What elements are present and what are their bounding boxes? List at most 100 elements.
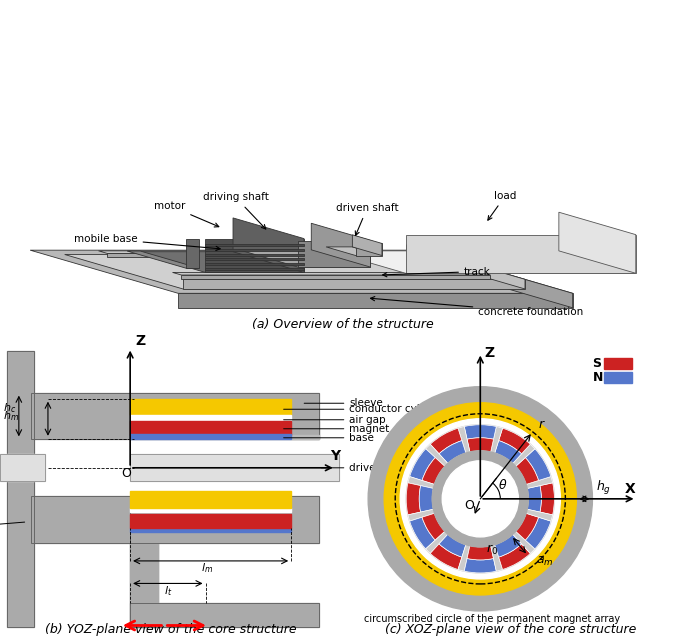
Text: $h_g$: $h_g$ [597,479,612,497]
Bar [130,497,319,543]
Wedge shape [516,458,538,484]
Wedge shape [467,546,493,560]
Bar [7,351,34,627]
Polygon shape [206,268,304,270]
Text: mobile base: mobile base [74,234,220,250]
Bar [31,393,130,439]
Bar [130,508,291,512]
Bar [130,434,291,439]
Wedge shape [422,513,445,540]
Circle shape [432,450,528,547]
Wedge shape [422,458,445,484]
Text: (b) YOZ-plane view of the core structure: (b) YOZ-plane view of the core structure [45,623,297,636]
Text: $l_t$: $l_t$ [164,584,172,597]
Text: concrete foundation: concrete foundation [371,296,584,317]
Wedge shape [526,509,553,521]
Text: base: base [284,433,374,443]
Bar [31,497,130,543]
Bar [31,497,130,543]
Wedge shape [540,483,554,515]
Polygon shape [425,250,573,308]
Wedge shape [464,425,497,439]
Polygon shape [183,279,525,289]
Circle shape [400,419,560,579]
Bar [130,454,339,481]
Text: (a) Overview of the structure: (a) Overview of the structure [251,318,434,331]
Wedge shape [410,517,435,549]
Bar [130,543,158,627]
Wedge shape [490,544,503,571]
Polygon shape [206,263,304,265]
Polygon shape [134,252,304,272]
Polygon shape [406,235,636,273]
Text: Z: Z [135,334,145,348]
Text: r: r [538,418,544,431]
Text: $r_0$: $r_0$ [486,543,499,557]
Wedge shape [513,531,535,553]
Bar [130,497,319,543]
Polygon shape [407,245,525,289]
Wedge shape [525,449,551,481]
Bar [130,454,339,481]
Text: magnet: magnet [284,424,390,434]
Text: driven shaft: driven shaft [336,203,399,235]
Bar [130,528,291,532]
Wedge shape [467,438,493,452]
Wedge shape [499,428,530,454]
Wedge shape [425,444,448,466]
Wedge shape [439,441,466,463]
Text: $h_c$: $h_c$ [3,401,16,415]
Polygon shape [329,251,636,273]
Polygon shape [173,272,490,275]
Bar [0,454,45,481]
Wedge shape [499,544,530,569]
Wedge shape [408,509,434,521]
Wedge shape [490,426,503,453]
Circle shape [443,461,519,537]
Text: O: O [121,467,132,480]
Wedge shape [410,449,435,481]
Bar [130,514,291,528]
Polygon shape [206,258,304,260]
Text: air gap: air gap [284,415,386,425]
Polygon shape [326,247,382,256]
Text: X: X [625,482,635,496]
Polygon shape [186,239,199,268]
Polygon shape [178,293,573,308]
Bar [604,372,632,383]
Wedge shape [425,531,448,553]
Text: conductor cylinder: conductor cylinder [284,404,447,414]
Polygon shape [108,254,416,257]
Polygon shape [352,235,382,256]
Polygon shape [182,275,490,279]
Text: driven shaft: driven shaft [321,463,412,473]
Text: $h_m$: $h_m$ [3,409,19,422]
Wedge shape [527,486,541,512]
Circle shape [384,403,576,595]
Wedge shape [430,544,462,569]
Text: driving shaft: driving shaft [0,522,25,533]
Bar [0,454,45,481]
Text: O: O [464,499,474,512]
Wedge shape [458,426,470,453]
Polygon shape [206,238,304,272]
Bar [130,491,291,508]
Wedge shape [419,486,434,512]
Bar [130,603,319,627]
Text: circumscribed circle of the permanent magnet array: circumscribed circle of the permanent ma… [364,614,621,624]
Wedge shape [408,477,434,488]
Text: (c) XOZ-plane view of the core structure: (c) XOZ-plane view of the core structure [385,623,636,636]
Circle shape [432,450,528,547]
Polygon shape [239,250,371,267]
Bar [130,603,319,627]
Text: Z: Z [484,346,495,360]
Text: track: track [383,266,490,277]
Bar [130,435,319,439]
Circle shape [368,387,593,611]
Circle shape [443,461,519,537]
Polygon shape [206,249,304,250]
Circle shape [406,425,554,573]
Polygon shape [356,243,382,256]
Wedge shape [495,534,521,557]
Bar [291,421,319,439]
